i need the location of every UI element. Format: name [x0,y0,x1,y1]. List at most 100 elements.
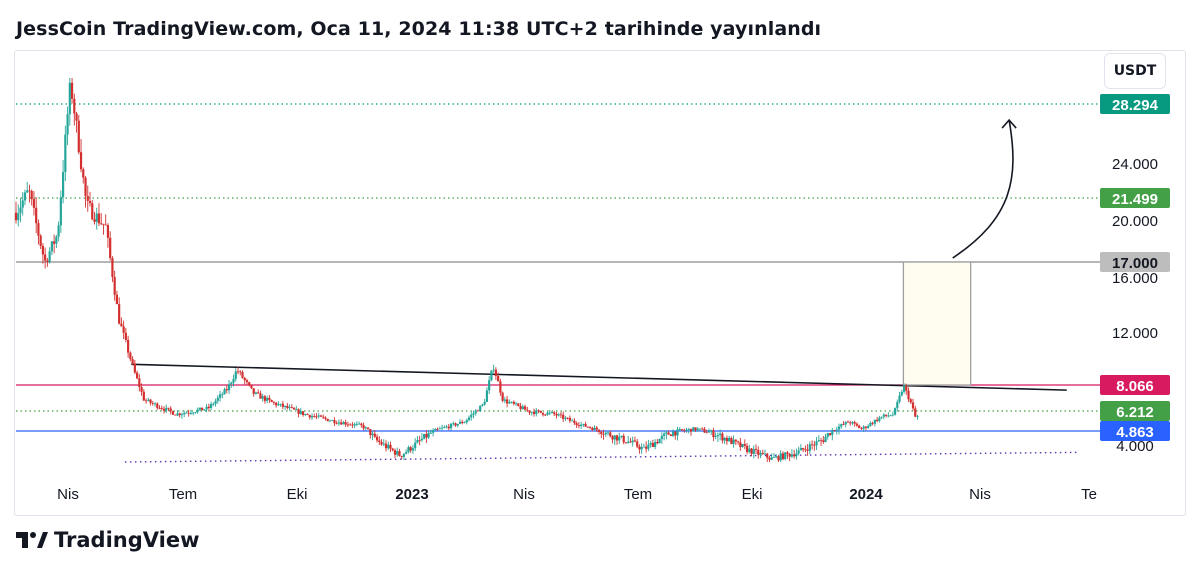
candle-body [50,241,53,252]
price-level-label: 4.863 [1116,424,1154,441]
candle-body [730,437,733,444]
candle-body [761,452,764,454]
candle-body [842,424,845,425]
candle-body [914,408,917,417]
candle-body [573,420,576,424]
target-arrow[interactable] [952,119,1014,259]
candle-body [375,436,379,441]
candle-body [896,401,899,409]
candle-body [898,395,901,402]
candle-body [781,453,785,460]
candle-body [409,447,412,451]
candle-body [297,409,300,414]
candle-body [692,427,695,432]
candle-body [270,399,273,402]
candle-body [344,422,347,425]
candle-body [777,456,780,461]
candle-body [651,442,654,447]
candle-body [378,440,381,443]
candle-body [858,425,861,429]
candle-body [73,98,76,114]
candle-body [286,405,289,409]
candle-body [436,428,439,430]
candle-body [438,428,441,430]
candle-body [86,196,89,201]
candle-body [425,433,428,438]
candle-body [407,447,410,452]
candle-body [263,396,267,401]
candle-body [535,410,538,414]
candle-body [461,421,464,424]
chart-publish-header: JessCoin TradingView.com, Oca 11, 2024 1… [16,18,822,40]
candle-body [169,408,172,412]
candle-body [564,417,567,419]
candle-body [517,403,520,406]
candle-body [788,453,791,457]
candle-body [232,378,235,383]
candle-body [707,431,711,433]
support-trendline[interactable] [124,451,1080,463]
candle-body [299,411,302,414]
candle-body [472,413,475,415]
candle-body [310,416,314,418]
target-box[interactable] [902,261,972,386]
candle-body [95,213,98,222]
candle-body [443,427,446,428]
chart-frame [14,50,1186,516]
candle-body [79,152,83,170]
candle-body [622,435,625,443]
candle-body [770,457,773,460]
candle-body [797,450,800,454]
candle-body [26,190,29,193]
candle-body [582,423,585,425]
candle-body [483,401,486,405]
currency-button[interactable]: USDT [1104,53,1166,89]
candle-body [716,435,720,437]
candle-body [306,414,309,415]
candle-body [739,442,742,448]
candle-body [369,429,372,436]
candle-body [916,416,919,417]
candle-body [454,423,457,426]
candle-body [196,409,199,413]
candle-body [662,433,666,436]
candle-body [147,399,150,401]
candle-body [290,407,293,408]
candle-body [162,408,166,411]
candle-body [349,424,352,426]
candle-body [710,430,713,432]
candle-body [479,405,482,412]
candle-body [728,437,731,442]
candle-body [284,405,287,407]
candle-body [88,200,92,204]
candle-body [198,407,201,410]
candle-body [586,426,589,428]
candle-body [867,425,870,428]
candle-body [891,414,894,416]
candle-body [106,225,110,238]
candle-body [109,237,112,259]
candle-body [400,455,403,457]
candle-body [288,407,291,409]
candle-body [259,393,262,399]
candle-body [687,428,690,430]
resistance-trendline[interactable] [131,363,1067,391]
price-axis-tick: 12.000 [1112,325,1158,342]
candle-body [719,433,722,436]
candle-body [602,433,605,435]
candle-body [266,397,269,401]
candle-body [17,213,20,221]
price-level-label: 17.000 [1112,255,1158,272]
candle-body [636,441,639,447]
candle-body [171,411,175,415]
candle-body [30,190,33,200]
candle-body [763,453,767,455]
candle-body [149,399,152,404]
candle-body [440,427,444,429]
candle-body [456,423,459,426]
candle-body [427,432,430,438]
candle-body [174,414,177,416]
candle-body [683,430,686,431]
candle-body [100,223,103,225]
